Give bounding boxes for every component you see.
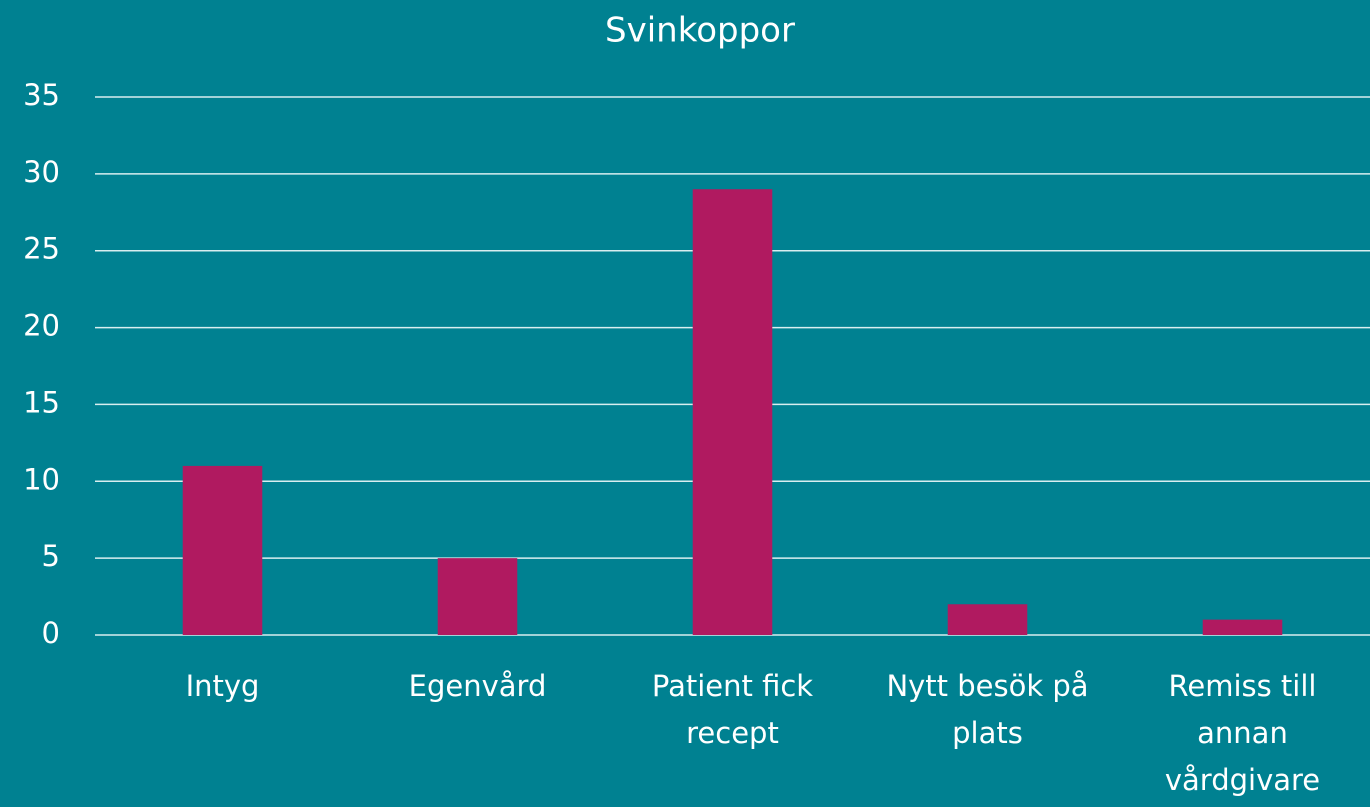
chart-title: Svinkoppor [605,11,795,51]
y-tick-label: 0 [42,616,60,650]
y-tick-label: 25 [23,232,60,266]
x-tick-label: Nytt besök på plats [886,669,1089,750]
y-tick-label: 35 [23,78,60,112]
x-tick-label: Remiss till annan vårdgivare [1164,669,1321,797]
bar [182,465,263,635]
bar [947,604,1028,635]
y-tick-label: 30 [23,155,60,189]
y-tick-label: 10 [23,462,60,496]
bar [692,189,773,635]
x-tick-label: Patient fick recept [651,669,814,750]
x-tick-label: Intyg [185,669,260,703]
bar [1202,619,1283,635]
bar [437,558,518,635]
y-tick-label: 15 [23,385,60,419]
y-tick-label: 20 [23,309,60,343]
y-tick-label: 5 [42,539,60,573]
x-tick-label: Egenvård [408,669,547,703]
